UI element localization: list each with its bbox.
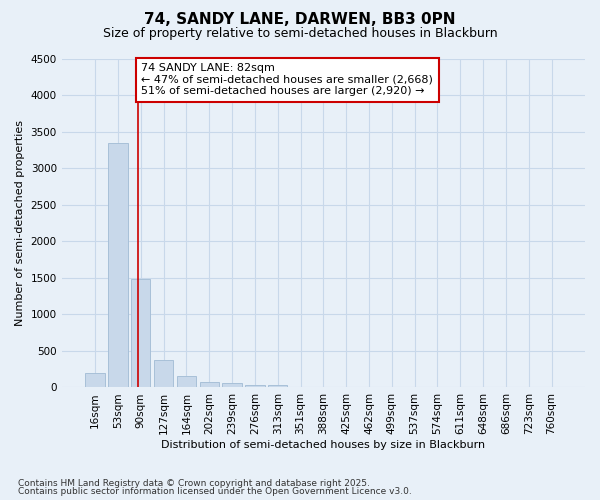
Text: 74 SANDY LANE: 82sqm
← 47% of semi-detached houses are smaller (2,668)
51% of se: 74 SANDY LANE: 82sqm ← 47% of semi-detac… — [141, 63, 433, 96]
Text: Size of property relative to semi-detached houses in Blackburn: Size of property relative to semi-detach… — [103, 28, 497, 40]
Y-axis label: Number of semi-detached properties: Number of semi-detached properties — [15, 120, 25, 326]
Text: Contains public sector information licensed under the Open Government Licence v3: Contains public sector information licen… — [18, 487, 412, 496]
Bar — [131, 278, 151, 388]
X-axis label: Distribution of semi-detached houses by size in Blackburn: Distribution of semi-detached houses by … — [161, 440, 485, 450]
Bar — [154, 360, 173, 388]
Bar — [268, 386, 287, 388]
Bar — [108, 143, 128, 388]
Bar — [85, 373, 105, 388]
Text: Contains HM Land Registry data © Crown copyright and database right 2025.: Contains HM Land Registry data © Crown c… — [18, 478, 370, 488]
Text: 74, SANDY LANE, DARWEN, BB3 0PN: 74, SANDY LANE, DARWEN, BB3 0PN — [144, 12, 456, 28]
Bar — [223, 384, 242, 388]
Bar — [177, 376, 196, 388]
Bar — [245, 384, 265, 388]
Bar — [200, 382, 219, 388]
